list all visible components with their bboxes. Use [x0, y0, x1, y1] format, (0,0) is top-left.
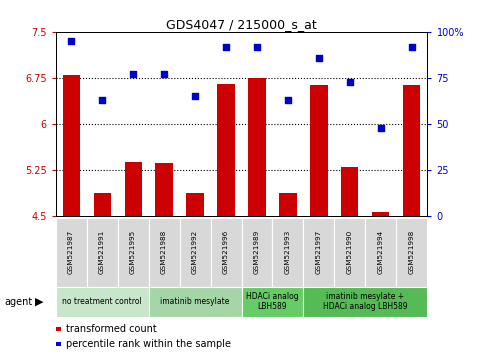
Point: [67, 38, 75, 44]
Text: imatinib mesylate: imatinib mesylate: [160, 297, 230, 306]
Text: GSM521990: GSM521990: [347, 230, 353, 274]
Point: [284, 97, 292, 103]
Bar: [217, 84, 235, 216]
Point: [98, 97, 106, 103]
Bar: [94, 193, 111, 216]
Text: GSM521988: GSM521988: [161, 230, 167, 274]
Text: GSM521997: GSM521997: [316, 230, 322, 274]
Text: GSM521987: GSM521987: [68, 230, 74, 274]
Point: [222, 44, 230, 50]
Text: imatinib mesylate +
HDACi analog LBH589: imatinib mesylate + HDACi analog LBH589: [323, 292, 408, 312]
Text: GSM521993: GSM521993: [285, 230, 291, 274]
Text: GSM521991: GSM521991: [99, 230, 105, 274]
Text: no treatment control: no treatment control: [62, 297, 142, 306]
Point: [129, 72, 137, 77]
Bar: [156, 163, 172, 216]
Text: agent: agent: [5, 297, 33, 307]
Point: [377, 125, 385, 130]
Text: ▶: ▶: [35, 297, 43, 307]
Text: GSM521994: GSM521994: [378, 230, 384, 274]
Point: [315, 55, 323, 61]
Bar: [125, 162, 142, 216]
Title: GDS4047 / 215000_s_at: GDS4047 / 215000_s_at: [166, 18, 317, 31]
Text: HDACi analog
LBH589: HDACi analog LBH589: [246, 292, 299, 312]
Text: GSM521992: GSM521992: [192, 230, 198, 274]
Bar: [280, 193, 297, 216]
Text: GSM521996: GSM521996: [223, 230, 229, 274]
Text: GSM521995: GSM521995: [130, 230, 136, 274]
Point: [408, 44, 416, 50]
Text: percentile rank within the sample: percentile rank within the sample: [66, 339, 231, 349]
Bar: [403, 85, 421, 216]
Bar: [248, 78, 266, 216]
Bar: [62, 75, 80, 216]
Point: [191, 93, 199, 99]
Text: GSM521998: GSM521998: [409, 230, 415, 274]
Point: [253, 44, 261, 50]
Bar: [311, 85, 327, 216]
Bar: [341, 167, 358, 216]
Text: transformed count: transformed count: [66, 324, 157, 334]
Bar: [372, 212, 389, 216]
Point: [346, 79, 354, 84]
Bar: [186, 193, 203, 216]
Point: [160, 72, 168, 77]
Text: GSM521989: GSM521989: [254, 230, 260, 274]
